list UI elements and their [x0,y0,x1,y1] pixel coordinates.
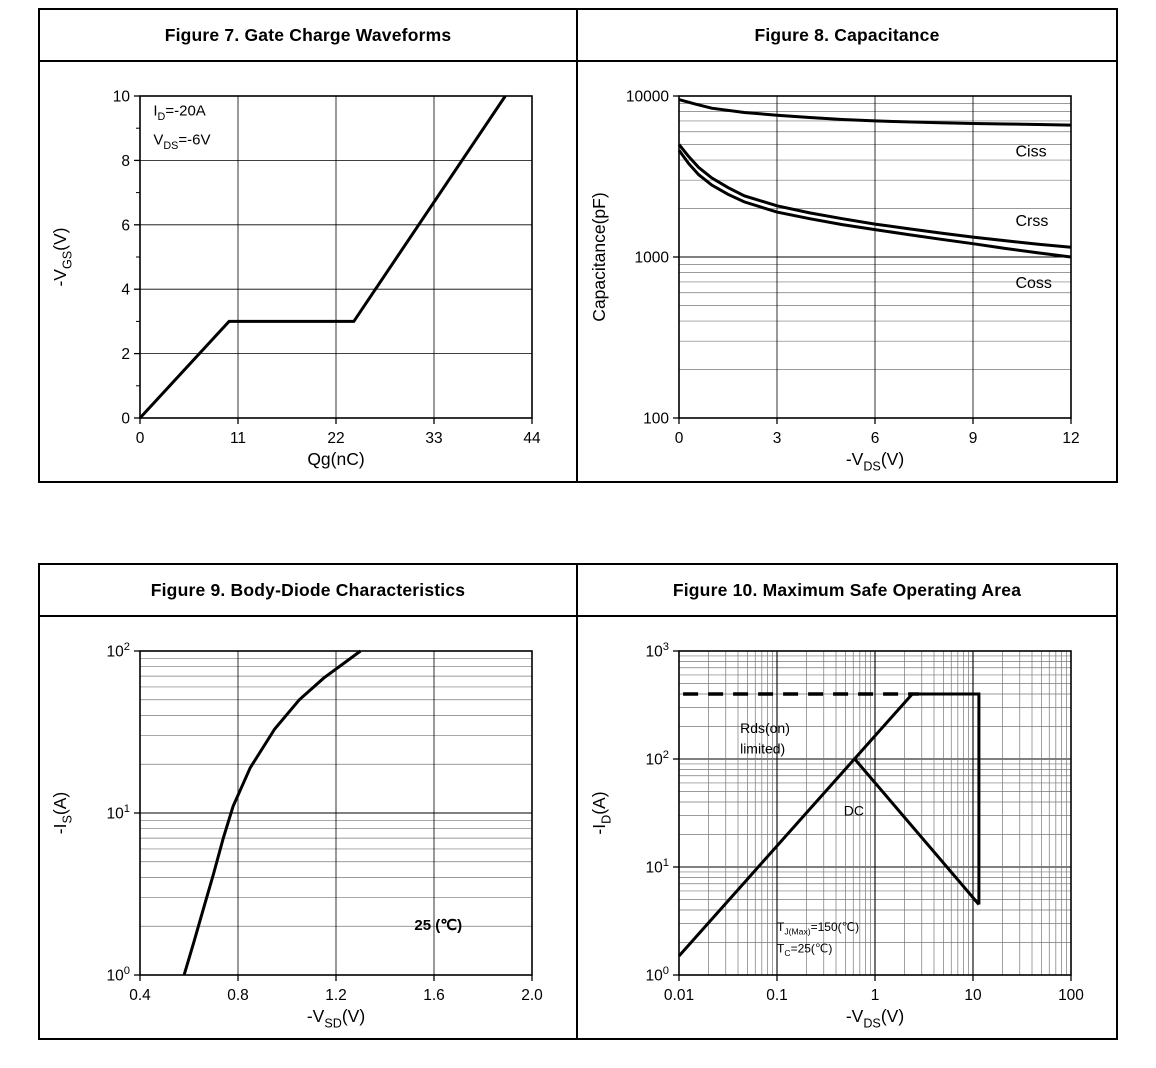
svg-text:8: 8 [121,152,130,169]
figure7-chart-area: 0 11 22 33 44 0 2 4 6 8 10 Qg(nC) -VGS(V) ID=-20A VDS=… [40,62,576,481]
svg-text:11: 11 [230,430,246,447]
svg-text:102: 102 [646,748,669,768]
figure10-cell: Figure 10. Maximum Safe Operating Area 0… [578,565,1116,1038]
svg-text:0.8: 0.8 [227,987,249,1004]
figure9-chart-area: 0.4 0.8 1.2 1.6 2.0 100 101 102 -VSD(V) -IS(A) 25 … [40,617,576,1038]
figure10-title: Figure 10. Maximum Safe Operating Area [578,565,1116,617]
svg-text:6: 6 [121,217,130,234]
figure7-cell: Figure 7. Gate Charge Waveforms 0 11 22 33 4… [40,10,578,481]
svg-text:12: 12 [1062,430,1079,447]
figure8-cell: Figure 8. Capacitance 0 3 6 9 12 100 1000 10000… [578,10,1116,481]
svg-text:44: 44 [523,430,541,447]
body-diode-chart: 0.4 0.8 1.2 1.6 2.0 100 101 102 -VSD(V) -IS(A) 25 … [50,640,543,1030]
svg-text:9: 9 [969,430,978,447]
svg-text:Coss: Coss [1015,275,1051,292]
svg-text:3: 3 [773,430,782,447]
figure9-cell: Figure 9. Body-Diode Characteristics 0.4… [40,565,578,1038]
svg-text:Capacitance(pF): Capacitance(pF) [589,192,609,321]
svg-text:ID=-20A: ID=-20A [153,102,205,123]
svg-text:Crss: Crss [1015,212,1048,229]
svg-text:100: 100 [107,964,130,984]
svg-text:101: 101 [107,802,130,822]
svg-text:1: 1 [871,987,880,1004]
svg-text:1000: 1000 [635,249,670,266]
svg-text:VDS=-6V: VDS=-6V [153,131,210,152]
svg-text:-VDS(V): -VDS(V) [846,1006,904,1030]
svg-text:100: 100 [643,410,669,427]
svg-text:0.01: 0.01 [664,987,694,1004]
svg-text:2.0: 2.0 [521,987,543,1004]
svg-text:DC: DC [844,802,864,818]
svg-text:4: 4 [121,281,130,298]
svg-text:TJ(Max)=150(℃): TJ(Max)=150(℃) [777,920,859,937]
svg-text:0: 0 [121,410,130,427]
svg-text:103: 103 [646,640,669,660]
figure8-title: Figure 8. Capacitance [578,10,1116,62]
svg-text:2: 2 [121,346,130,363]
svg-text:10000: 10000 [626,88,669,105]
svg-text:Rds(on): Rds(on) [740,719,790,735]
figure10-chart-area: 0.01 0.1 1 10 100 100 101 102 103 -VDS(V) -ID(A) Rd… [578,617,1116,1038]
svg-text:1.6: 1.6 [423,987,445,1004]
svg-text:0: 0 [136,430,145,447]
figure8-chart-area: 0 3 6 9 12 100 1000 10000 -VDS(V) Capacitance(pF)… [578,62,1116,481]
svg-text:-VSD(V): -VSD(V) [307,1006,365,1030]
svg-text:1.2: 1.2 [325,987,347,1004]
svg-text:Ciss: Ciss [1015,143,1046,160]
svg-text:102: 102 [107,640,130,660]
svg-text:0.4: 0.4 [129,987,151,1004]
svg-text:100: 100 [646,964,669,984]
svg-text:-ID(A): -ID(A) [589,791,613,834]
svg-text:-VGS(V): -VGS(V) [50,227,74,286]
svg-text:TC=25(℃): TC=25(℃) [777,941,832,958]
gate-charge-chart: 0 11 22 33 44 0 2 4 6 8 10 Qg(nC) -VGS(V) ID=-20A VDS=… [50,88,541,469]
figure-table-bottom: Figure 9. Body-Diode Characteristics 0.4… [38,563,1118,1040]
svg-text:-IS(A): -IS(A) [50,791,74,833]
svg-text:6: 6 [871,430,880,447]
svg-text:limited): limited) [740,740,785,756]
svg-text:10: 10 [964,987,982,1004]
svg-text:25 (℃): 25 (℃) [414,916,462,933]
figure-table-top: Figure 7. Gate Charge Waveforms 0 11 22 33 4… [38,8,1118,483]
svg-text:0: 0 [675,430,684,447]
svg-text:Qg(nC): Qg(nC) [307,449,364,469]
svg-text:22: 22 [327,430,344,447]
svg-text:33: 33 [425,430,442,447]
soa-chart: 0.01 0.1 1 10 100 100 101 102 103 -VDS(V) -ID(A) Rd… [589,640,1084,1030]
capacitance-chart: 0 3 6 9 12 100 1000 10000 -VDS(V) Capacitance(pF)… [589,88,1080,473]
svg-text:-VDS(V): -VDS(V) [846,449,904,473]
svg-text:0.1: 0.1 [766,987,788,1004]
svg-text:101: 101 [646,856,669,876]
svg-text:100: 100 [1058,987,1084,1004]
figure7-title: Figure 7. Gate Charge Waveforms [40,10,576,62]
figure9-title: Figure 9. Body-Diode Characteristics [40,565,576,617]
svg-text:10: 10 [113,88,131,105]
